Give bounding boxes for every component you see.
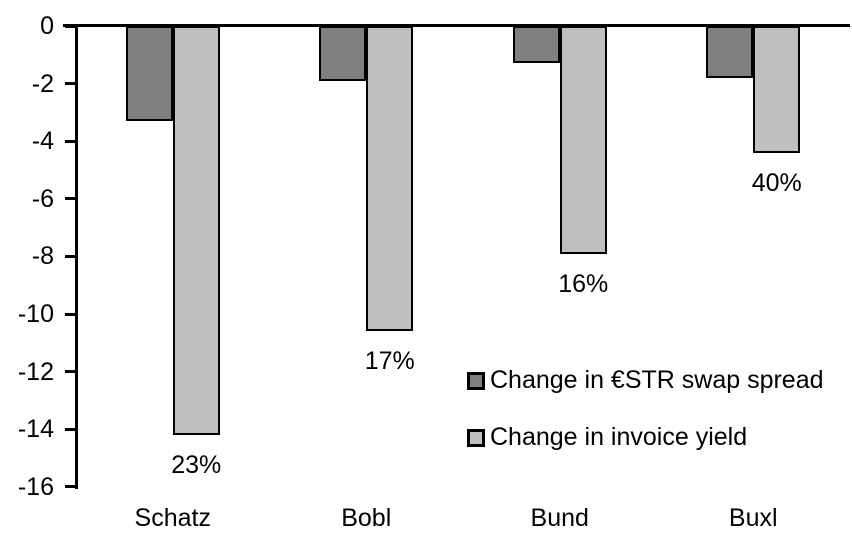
y-axis-tick [64, 82, 78, 86]
legend: Change in €STR swap spread Change in inv… [467, 368, 824, 482]
category-label-buxl: Buxl [728, 504, 778, 532]
data-label-bund: 16% [558, 269, 609, 298]
category-label-bund: Bund [530, 504, 589, 532]
legend-swatch-swap-spread-icon [467, 371, 485, 390]
y-axis-tick-label: -2 [31, 69, 54, 98]
y-axis-tick [64, 485, 78, 489]
y-axis-tick-label: -12 [17, 357, 54, 386]
y-axis-tick [64, 24, 78, 28]
bar-change-in-invoice-yield-bobl [366, 26, 414, 332]
bar-change-in-str-swap-spread-bund [512, 26, 560, 64]
y-axis-tick-label: -8 [31, 242, 54, 271]
data-label-schatz: 23% [171, 450, 222, 479]
bar-change-in-str-swap-spread-buxl [706, 26, 754, 78]
y-axis-tick-label: -16 [17, 472, 54, 501]
legend-label-invoice-yield: Change in invoice yield [490, 423, 748, 451]
y-axis-tick-label: -6 [31, 184, 54, 213]
legend-swatch-invoice-yield-icon [467, 428, 485, 447]
x-axis-zero-line [63, 24, 850, 27]
legend-item-invoice-yield: Change in invoice yield [467, 425, 824, 450]
y-axis-tick [64, 254, 78, 258]
y-axis-tick-label: -14 [17, 415, 54, 444]
y-axis-tick [64, 312, 78, 316]
y-axis-tick [64, 370, 78, 374]
y-axis-tick-label: -4 [31, 127, 54, 156]
bar-change-in-str-swap-spread-bobl [319, 26, 367, 81]
category-label-bobl: Bobl [341, 504, 392, 532]
y-axis-tick-label: 0 [40, 12, 54, 40]
bar-change-in-invoice-yield-buxl [753, 26, 801, 153]
data-label-bobl: 17% [364, 347, 415, 376]
y-axis-tick [64, 427, 78, 431]
legend-label-swap-spread: Change in €STR swap spread [490, 366, 824, 394]
y-axis-tick [64, 197, 78, 201]
bar-change-in-str-swap-spread-schatz [125, 26, 173, 122]
y-axis-tick [64, 139, 78, 143]
legend-item-swap-spread: Change in €STR swap spread [467, 368, 824, 393]
y-axis-tick-label: -10 [17, 300, 54, 328]
category-label-schatz: Schatz [134, 504, 211, 532]
bar-change-in-invoice-yield-schatz [172, 26, 220, 435]
bar-change-in-invoice-yield-bund [559, 26, 607, 254]
data-label-buxl: 40% [751, 168, 802, 197]
